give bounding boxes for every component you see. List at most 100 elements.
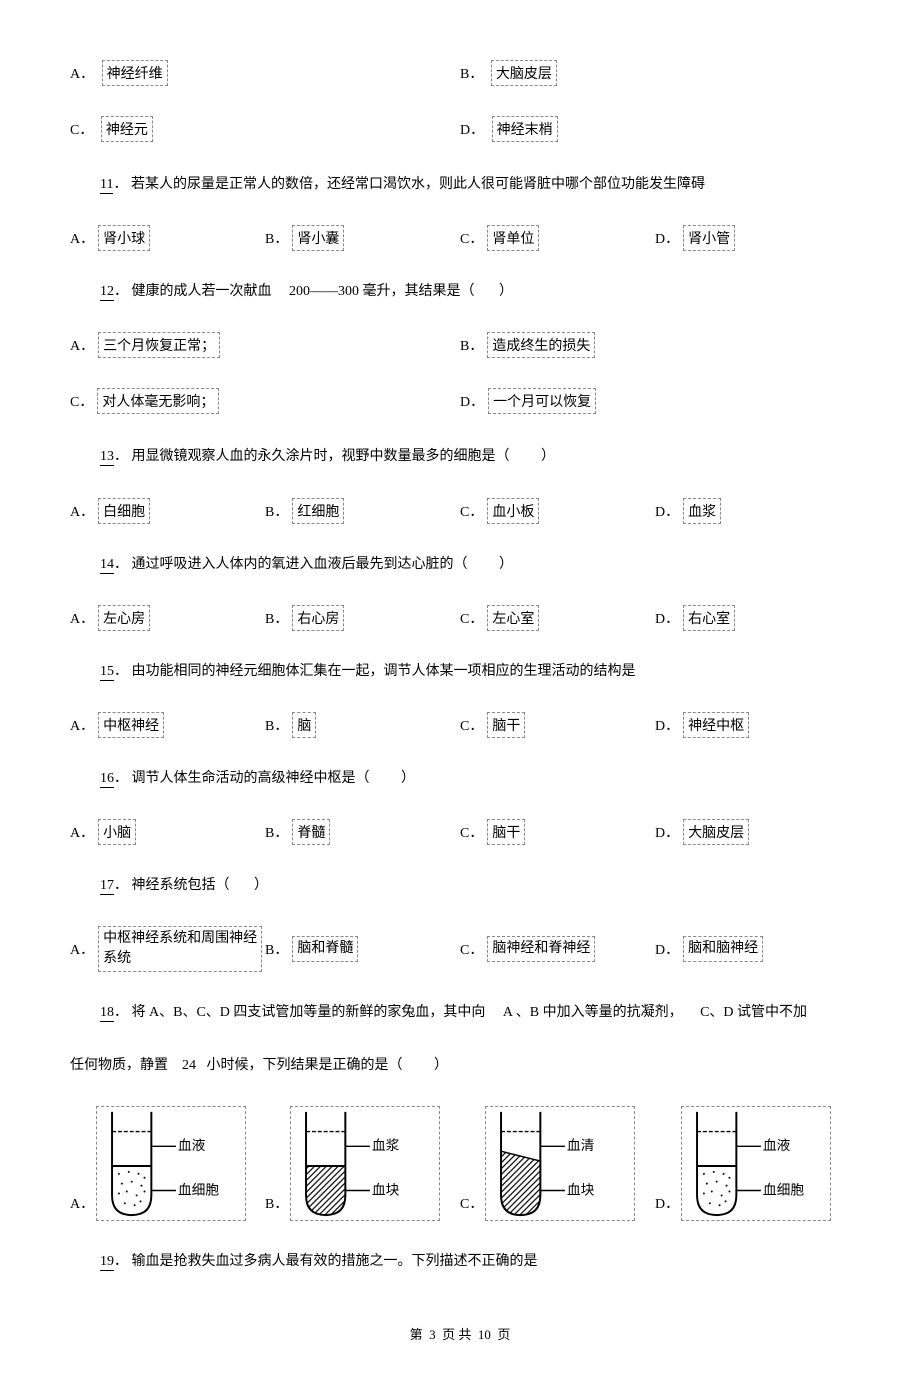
question-text: 任何物质，静置 (70, 1058, 168, 1073)
svg-text:血清: 血清 (567, 1138, 595, 1153)
option-letter: D． (655, 232, 679, 247)
svg-text:血浆: 血浆 (372, 1138, 400, 1153)
option-a: 小脑 (98, 819, 136, 845)
option-letter: B． (265, 505, 288, 520)
question-text: 健康的成人若一次献血 (132, 284, 272, 299)
question-text: 通过呼吸进入人体内的氧进入血液后最先到达心脏的（ (132, 557, 468, 572)
option-letter: C． (460, 232, 483, 247)
option-b: 造成终生的损失 (487, 332, 595, 358)
option-letter: B． (460, 67, 483, 82)
question-13: 13． 用显微镜观察人血的永久涂片时，视野中数量最多的细胞是（ ） (100, 444, 850, 469)
option-a: 左心房 (98, 605, 150, 631)
option-letter: A． (70, 505, 94, 520)
q11-options: A．肾小球 B．肾小囊 C．肾单位 D．肾小管 (70, 225, 850, 251)
option-letter: A． (70, 719, 94, 734)
option-letter: B． (265, 939, 288, 959)
option-b: 右心房 (292, 605, 344, 631)
option-letter: A． (70, 1193, 94, 1213)
option-d: 右心室 (683, 605, 735, 631)
question-text: A 、B 中加入等量的抗凝剂， (503, 1005, 683, 1020)
svg-text:血块: 血块 (567, 1182, 595, 1197)
question-number: 14 (100, 557, 114, 574)
option-b: 脊髓 (292, 819, 330, 845)
question-16: 16． 调节人体生命活动的高级神经中枢是（ ） (100, 766, 850, 791)
option-d: 一个月可以恢复 (488, 388, 596, 414)
option-letter: D． (655, 939, 679, 959)
tube-a-icon: 血液 血细胞 (96, 1106, 246, 1221)
option-b: 脑和脊髓 (292, 936, 358, 962)
svg-text:血液: 血液 (178, 1138, 206, 1153)
option-letter: B． (265, 612, 288, 627)
question-text: ） (434, 1058, 448, 1073)
q18-tubes: A． 血液 血细胞 B． (70, 1106, 850, 1221)
option-letter: C． (460, 1193, 483, 1213)
option-letter: B． (265, 1193, 288, 1213)
option-letter: D． (655, 505, 679, 520)
option-a: 肾小球 (98, 225, 150, 251)
q16-options: A．小脑 B．脊髓 C．脑干 D．大脑皮层 (70, 819, 850, 845)
option-letter: D． (655, 612, 679, 627)
question-14: 14． 通过呼吸进入人体内的氧进入血液后最先到达心脏的（ ） (100, 552, 850, 577)
question-text: 调节人体生命活动的高级神经中枢是（ (132, 771, 370, 786)
question-12: 12． 健康的成人若一次献血 200——300 毫升，其结果是（ ） (100, 279, 850, 304)
option-letter: A． (70, 612, 94, 627)
question-text: C、D 试管中不加 (700, 1005, 807, 1020)
question-19: 19． 输血是抢救失血过多病人最有效的措施之一。下列描述不正确的是 (100, 1249, 850, 1274)
option-letter: C． (460, 939, 483, 959)
option-letter: A． (70, 67, 94, 82)
question-11: 11． 若某人的尿量是正常人的数倍，还经常口渴饮水，则此人很可能肾脏中哪个部位功… (100, 172, 850, 197)
option-b: 红细胞 (292, 498, 344, 524)
option-letter: A． (70, 339, 94, 354)
question-text: ） (499, 284, 513, 299)
option-c: 脑干 (487, 712, 525, 738)
question-number: 11 (100, 177, 113, 194)
option-d: 大脑皮层 (683, 819, 749, 845)
q12-row2: C．对人体毫无影响； D．一个月可以恢复 (70, 388, 850, 414)
option-letter: B． (265, 232, 288, 247)
option-letter: A． (70, 939, 94, 959)
option-letter: C． (70, 395, 93, 410)
question-number: 15 (100, 664, 114, 681)
option-a: 白细胞 (98, 498, 150, 524)
option-b: 大脑皮层 (491, 60, 557, 86)
question-18-line2: 任何物质，静置 24 小时候，下列结果是正确的是（ ） (70, 1053, 850, 1078)
option-letter: C． (460, 505, 483, 520)
option-letter: C． (460, 612, 483, 627)
option-c: 左心室 (487, 605, 539, 631)
question-number: 16 (100, 771, 114, 788)
q13-options: A．白细胞 B．红细胞 C．血小板 D．血浆 (70, 498, 850, 524)
svg-text:血液: 血液 (763, 1138, 791, 1153)
question-text: ） (541, 449, 555, 464)
question-18: 18． 将 A、B、C、D 四支试管加等量的新鲜的家兔血，其中向 A 、B 中加… (100, 1000, 850, 1025)
option-a: 神经纤维 (102, 60, 168, 86)
option-letter: B． (460, 339, 483, 354)
question-17: 17． 神经系统包括（ ） (100, 873, 850, 898)
option-c: 血小板 (487, 498, 539, 524)
option-letter: C． (70, 123, 93, 138)
question-number: 18 (100, 1005, 114, 1022)
page-footer: 第 3 页 共 10 页 (70, 1324, 850, 1343)
q10-row2: C． 神经元 D． 神经末梢 (70, 116, 850, 142)
option-a: 三个月恢复正常； (98, 332, 220, 358)
option-c: 脑干 (487, 819, 525, 845)
q10-row1: A． 神经纤维 B． 大脑皮层 (70, 60, 850, 86)
option-letter: D． (460, 123, 484, 138)
question-text: ） (401, 771, 415, 786)
option-letter: A． (70, 826, 94, 841)
option-b: 肾小囊 (292, 225, 344, 251)
question-text: 神经系统包括（ (132, 878, 230, 893)
q12-row1: A． 三个月恢复正常； B． 造成终生的损失 (70, 332, 850, 358)
svg-text:血块: 血块 (372, 1182, 400, 1197)
question-number: 17 (100, 878, 114, 895)
q15-options: A．中枢神经 B．脑 C．脑干 D．神经中枢 (70, 712, 850, 738)
question-text: ） (499, 557, 513, 572)
question-text: 输血是抢救失血过多病人最有效的措施之一。下列描述不正确的是 (132, 1254, 538, 1269)
option-letter: A． (70, 232, 94, 247)
option-b: 脑 (292, 712, 316, 738)
option-letter: D． (655, 826, 679, 841)
option-letter: D． (655, 1193, 679, 1213)
tube-d-icon: 血液 血细胞 (681, 1106, 831, 1221)
tube-b-icon: 血浆 血块 (290, 1106, 440, 1221)
option-c: 肾单位 (487, 225, 539, 251)
question-number: 13 (100, 449, 114, 466)
